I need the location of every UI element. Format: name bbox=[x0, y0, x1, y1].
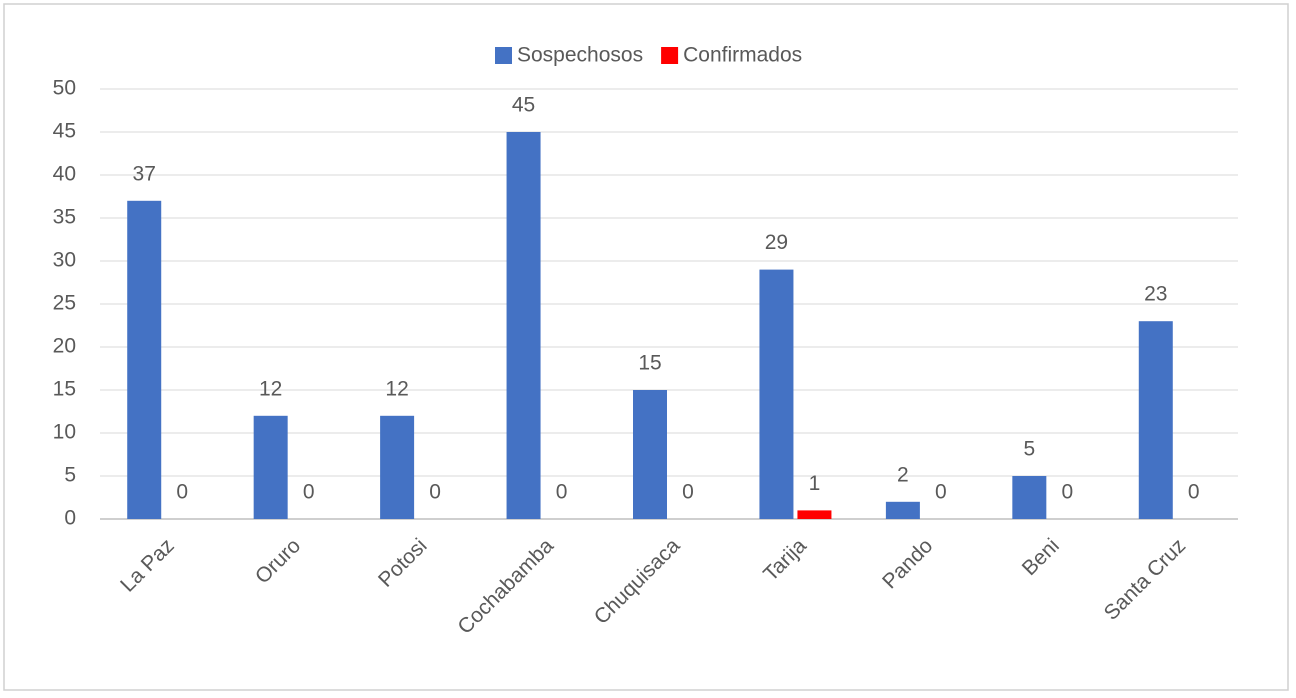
y-tick-label: 5 bbox=[64, 464, 76, 487]
data-label: 5 bbox=[1023, 438, 1035, 461]
data-label: 0 bbox=[429, 481, 441, 504]
data-label: 1 bbox=[809, 472, 821, 495]
y-tick-label: 50 bbox=[53, 77, 76, 100]
data-label: 12 bbox=[385, 377, 408, 400]
y-tick-label: 45 bbox=[53, 120, 76, 143]
data-label: 15 bbox=[638, 352, 661, 375]
data-label: 0 bbox=[1188, 481, 1200, 504]
legend-swatch bbox=[495, 47, 512, 64]
bar bbox=[253, 415, 288, 519]
bar bbox=[380, 415, 415, 519]
legend-label: Confirmados bbox=[683, 44, 802, 67]
legend-label: Sospechosos bbox=[517, 44, 643, 67]
bar bbox=[759, 269, 794, 519]
bar bbox=[797, 510, 832, 519]
y-tick-label: 30 bbox=[53, 249, 76, 272]
data-label: 0 bbox=[556, 481, 568, 504]
bar bbox=[127, 200, 162, 520]
bar bbox=[1012, 476, 1047, 519]
data-label: 0 bbox=[682, 481, 694, 504]
data-label: 0 bbox=[935, 481, 947, 504]
data-label: 45 bbox=[512, 94, 535, 117]
data-label: 29 bbox=[765, 231, 788, 254]
y-tick-label: 20 bbox=[53, 335, 76, 358]
data-label: 0 bbox=[303, 481, 315, 504]
data-label: 23 bbox=[1144, 283, 1167, 306]
data-label: 2 bbox=[897, 463, 909, 486]
y-tick-label: 0 bbox=[64, 507, 76, 530]
data-label: 12 bbox=[259, 377, 282, 400]
y-tick-label: 35 bbox=[53, 206, 76, 229]
bar bbox=[506, 132, 541, 519]
y-tick-label: 40 bbox=[53, 163, 76, 186]
bar bbox=[633, 390, 667, 519]
bar bbox=[885, 501, 920, 519]
data-label: 0 bbox=[176, 481, 188, 504]
data-label: 37 bbox=[133, 162, 156, 185]
y-tick-label: 15 bbox=[53, 378, 76, 401]
bar bbox=[1138, 321, 1173, 519]
y-tick-label: 10 bbox=[53, 421, 76, 444]
y-tick-label: 25 bbox=[53, 292, 76, 315]
legend-swatch bbox=[661, 47, 679, 64]
data-label: 0 bbox=[1061, 481, 1073, 504]
